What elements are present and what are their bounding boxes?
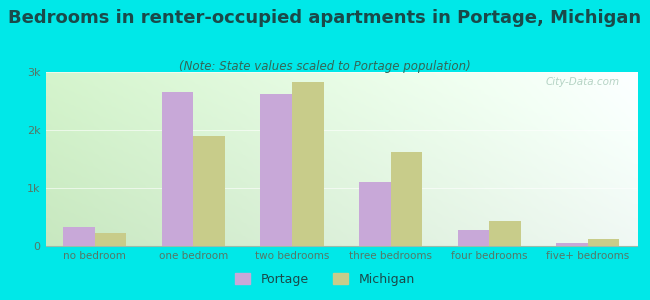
Text: Bedrooms in renter-occupied apartments in Portage, Michigan: Bedrooms in renter-occupied apartments i… (8, 9, 642, 27)
Bar (292, 82, 324, 246)
Bar (63, 227, 95, 246)
Bar (588, 239, 619, 246)
Bar (556, 243, 588, 246)
Bar (95, 233, 126, 246)
Bar (458, 230, 489, 246)
Text: (Note: State values scaled to Portage population): (Note: State values scaled to Portage po… (179, 60, 471, 73)
Bar (359, 182, 391, 246)
Text: City-Data.com: City-Data.com (545, 77, 619, 87)
Bar (194, 136, 225, 246)
Bar (261, 94, 292, 246)
Legend: Portage, Michigan: Portage, Michigan (230, 268, 420, 291)
Bar (489, 221, 521, 246)
Bar (162, 92, 194, 246)
Bar (391, 152, 422, 246)
